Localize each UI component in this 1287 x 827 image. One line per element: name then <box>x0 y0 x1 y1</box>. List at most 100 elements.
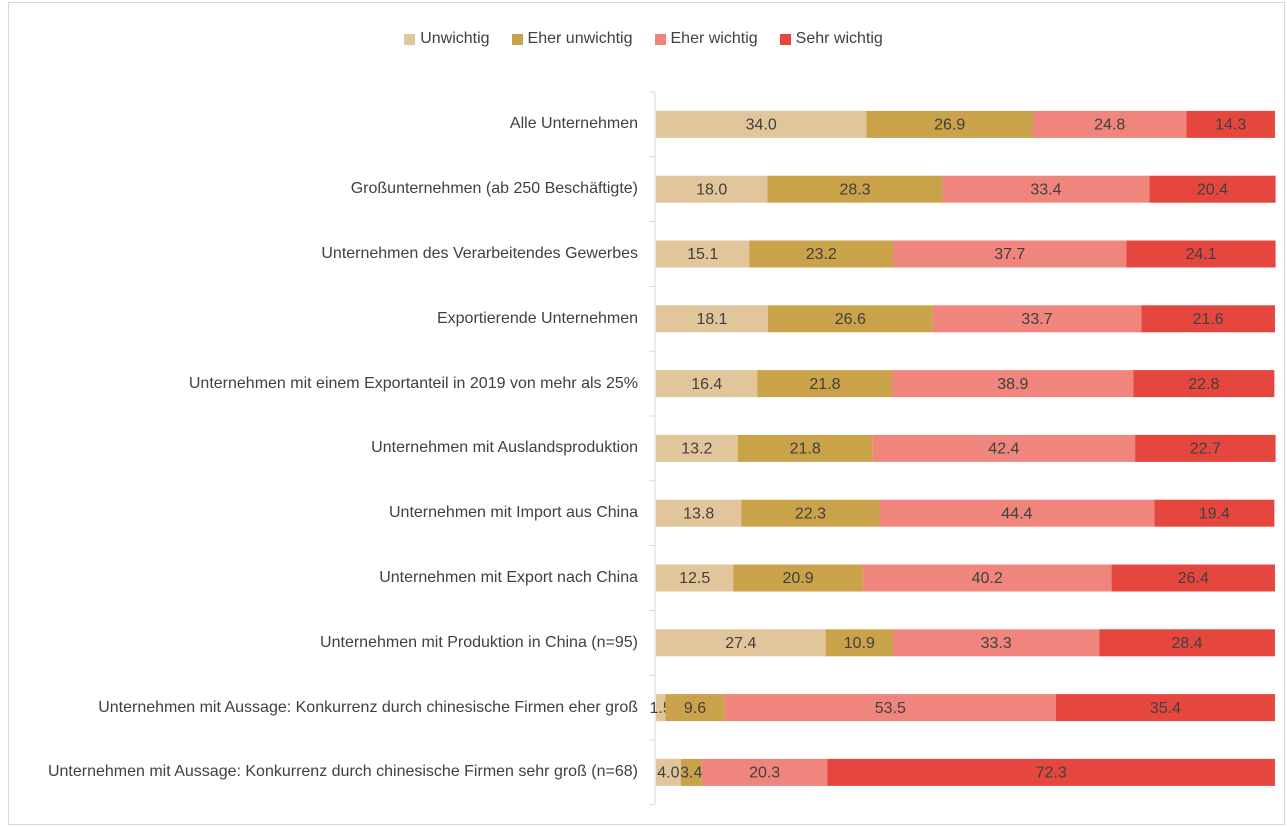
legend-label: Eher unwichtig <box>527 30 633 47</box>
bar-segment <box>932 305 1142 333</box>
bar-segment <box>1141 305 1275 333</box>
value-label: 24.8 <box>1094 117 1125 134</box>
value-label: 33.3 <box>981 635 1012 652</box>
bar-segment <box>1099 629 1275 657</box>
bar-segment <box>757 370 893 398</box>
bar-segment <box>892 370 1134 398</box>
bar-segment <box>665 694 725 722</box>
value-label: 27.4 <box>725 635 756 652</box>
value-label: 15.1 <box>687 246 718 263</box>
bar-segment <box>656 629 826 657</box>
bar-segment <box>656 370 758 398</box>
legend-swatch <box>404 33 416 45</box>
bar-segment <box>893 240 1127 268</box>
value-label: 20.4 <box>1197 181 1228 198</box>
value-label: 38.9 <box>997 376 1028 393</box>
category-label: Unternehmen mit Aussage: Konkurrenz durc… <box>98 698 638 716</box>
bar-segment <box>866 110 1033 138</box>
value-label: 40.2 <box>972 570 1003 587</box>
value-label: 24.1 <box>1185 246 1216 263</box>
value-label: 26.6 <box>835 311 866 328</box>
category-label: Unternehmen mit einem Exportanteil in 20… <box>188 374 638 392</box>
value-label: 33.7 <box>1021 311 1052 328</box>
legend-label: Unwichtig <box>420 30 490 47</box>
bar-segment <box>1154 499 1275 527</box>
value-label: 3.4 <box>680 765 702 782</box>
value-label: 22.3 <box>795 505 826 522</box>
bar-segment <box>656 240 750 268</box>
value-label: 21.8 <box>809 376 840 393</box>
bar-segment <box>942 175 1150 203</box>
category-label: Großunternehmen (ab 250 Beschäftigte) <box>350 180 638 198</box>
bar-segment <box>656 564 734 592</box>
category-label: Unternehmen mit Import aus China <box>389 504 638 522</box>
bar-segment <box>701 758 828 786</box>
value-label: 9.6 <box>684 700 706 717</box>
value-label: 20.9 <box>782 570 813 587</box>
bar-segment <box>879 499 1155 527</box>
value-label: 22.8 <box>1188 376 1219 393</box>
bar-segment <box>733 564 863 592</box>
value-label: 18.0 <box>696 181 727 198</box>
legend-swatch <box>654 33 666 45</box>
bar-segment <box>1111 564 1275 592</box>
bar-segment <box>767 175 943 203</box>
legend-label: Eher wichtig <box>670 30 758 47</box>
value-label: 28.4 <box>1172 635 1203 652</box>
bar-segment <box>724 694 1056 722</box>
category-label: Unternehmen mit Produktion in China (n=9… <box>320 633 638 651</box>
bar-segment <box>1149 175 1276 203</box>
legend-item: Sehr wichtig <box>779 30 883 48</box>
value-label: 13.2 <box>681 441 712 458</box>
value-label: 4.0 <box>657 765 679 782</box>
bar-segment <box>825 629 894 657</box>
chart-frame <box>8 2 1285 825</box>
bar-segment <box>656 175 768 203</box>
value-label: 16.4 <box>691 376 722 393</box>
category-label: Unternehmen mit Auslandsproduktion <box>371 439 638 457</box>
legend-swatch <box>511 33 523 45</box>
bar-segment <box>656 434 738 462</box>
bar-segment <box>656 758 681 786</box>
value-label: 35.4 <box>1150 700 1181 717</box>
bar-segment <box>656 110 867 138</box>
category-label: Unternehmen mit Aussage: Konkurrenz durc… <box>47 763 638 781</box>
bar-segment <box>749 240 894 268</box>
legend-swatch <box>779 33 791 45</box>
category-label: Unternehmen mit Export nach China <box>379 569 638 586</box>
value-label: 37.7 <box>994 246 1025 263</box>
legend-item: Unwichtig <box>404 30 490 48</box>
bar-segment <box>1133 370 1275 398</box>
value-label: 18.1 <box>696 311 727 328</box>
category-label: Exportierende Unternehmen <box>436 309 638 327</box>
value-label: 22.7 <box>1190 441 1221 458</box>
value-label: 53.5 <box>875 700 906 717</box>
legend-item: Eher unwichtig <box>511 30 633 48</box>
value-label: 26.4 <box>1178 570 1209 587</box>
value-label: 23.2 <box>806 246 837 263</box>
bar-segment <box>737 434 873 462</box>
bar-segment <box>1135 434 1276 462</box>
value-label: 34.0 <box>746 117 777 134</box>
value-label: 72.3 <box>1036 765 1067 782</box>
value-label: 14.3 <box>1215 117 1246 134</box>
bar-segment <box>1186 110 1275 138</box>
bar-segment <box>768 305 933 333</box>
bar-segment <box>1032 110 1187 138</box>
bar-segment <box>827 758 1275 786</box>
bar-segment <box>862 564 1112 592</box>
category-label: Unternehmen des Verarbeitendes Gewerbes <box>321 245 638 262</box>
value-label: 26.9 <box>934 117 965 134</box>
value-label: 28.3 <box>839 181 870 198</box>
bar-segment <box>680 758 702 786</box>
bar-segment <box>741 499 880 527</box>
bar-segment <box>656 499 742 527</box>
value-label: 33.4 <box>1030 181 1061 198</box>
value-label: 21.8 <box>790 441 821 458</box>
bar-segment <box>656 305 769 333</box>
legend-label: Sehr wichtig <box>795 30 883 47</box>
bar-segment <box>893 629 1100 657</box>
legend: Unwichtig Eher unwichtig Eher wichtig Sehr … <box>0 30 1287 48</box>
value-label: 19.4 <box>1199 505 1230 522</box>
